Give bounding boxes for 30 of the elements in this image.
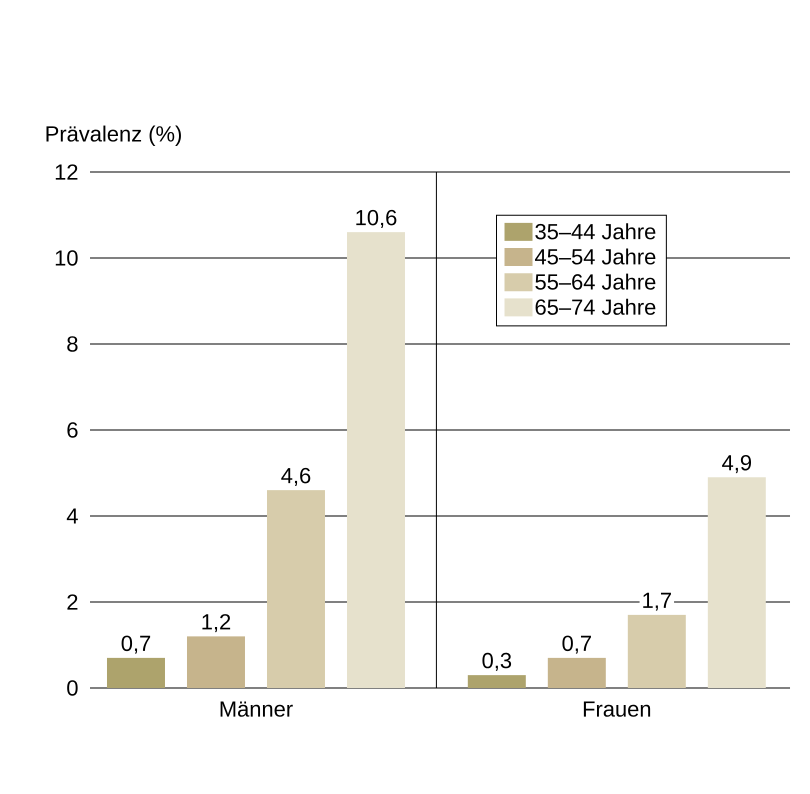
x-tick-label: Männer: [220, 701, 293, 717]
legend-label: 45–54 Jahre: [535, 248, 656, 265]
data-label: 10,6: [356, 210, 396, 228]
legend-label: 35–44 Jahre: [535, 223, 656, 240]
y-tick-label: 10: [56, 250, 78, 266]
bar: [186, 636, 245, 688]
bar: [708, 477, 766, 688]
bar: [346, 232, 405, 688]
x-tick-label: Frauen: [584, 701, 650, 717]
y-axis-title: Prävalenz (%): [46, 126, 181, 146]
y-tick-label: 12: [56, 164, 78, 180]
legend-label: 55–64 Jahre: [535, 274, 656, 290]
y-tick-label: 4: [66, 508, 78, 524]
data-label: 4,9: [722, 454, 752, 474]
data-label: 1,7: [643, 592, 671, 611]
data-label: 4,6: [281, 468, 310, 486]
bar: [628, 614, 686, 688]
data-label: 0,7: [562, 636, 591, 654]
bar: [266, 490, 325, 688]
y-tick-label: 8: [67, 336, 78, 352]
data-label: 0,7: [122, 636, 150, 654]
y-tick-label: 0: [67, 680, 78, 696]
y-tick-label: 6: [67, 422, 78, 438]
data-label: 1,2: [202, 614, 230, 632]
bar: [106, 658, 165, 688]
bar: [468, 675, 526, 688]
legend-label: 65–74 Jahre: [536, 298, 656, 315]
y-tick-label: 2: [67, 594, 78, 610]
data-label: 0,3: [482, 652, 512, 671]
bar: [548, 658, 606, 688]
